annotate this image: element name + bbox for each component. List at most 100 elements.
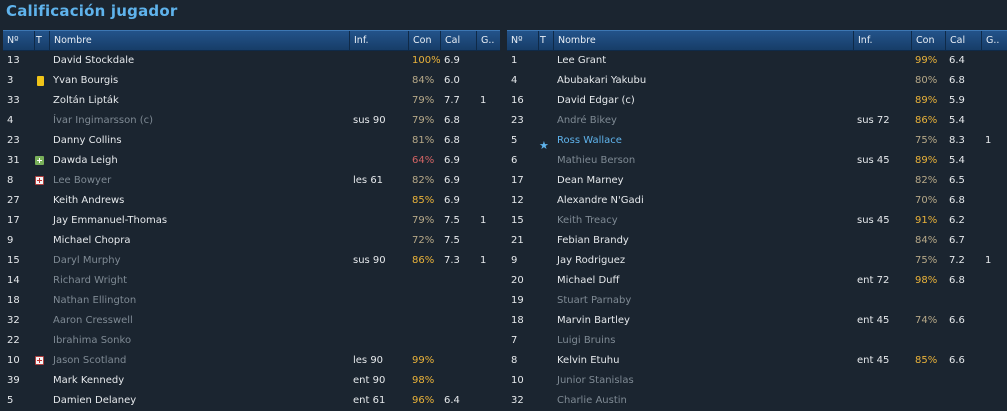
col-header-name[interactable]: Nombre — [553, 31, 853, 50]
player-name[interactable]: Mathieu Berson — [557, 155, 636, 166]
col-header-number[interactable]: Nº — [511, 35, 523, 46]
table-row[interactable]: 10 Jason Scotland les 90 99% — [3, 351, 500, 371]
player-name[interactable]: Damien Delaney — [53, 395, 137, 406]
table-row[interactable]: 1 Lee Grant 99% 6.4 — [507, 51, 1007, 71]
col-header-info[interactable]: Inf. — [349, 31, 408, 50]
table-row[interactable]: 18 Marvin Bartley ent 45 74% 6.6 — [507, 311, 1007, 331]
player-name[interactable]: Keith Treacy — [557, 215, 618, 226]
player-name[interactable]: Abubakari Yakubu — [557, 75, 647, 86]
player-info — [853, 131, 911, 151]
table-row[interactable]: 23 Danny Collins 81% 6.8 — [3, 131, 500, 151]
table-row[interactable]: 5 ★ Ross Wallace 75% 8.3 1 — [507, 131, 1007, 151]
player-status — [538, 231, 553, 251]
player-name[interactable]: André Bikey — [557, 115, 617, 126]
player-name[interactable]: David Stockdale — [53, 55, 135, 66]
table-row[interactable]: 7 Luigi Bruins — [507, 331, 1007, 351]
player-rating: 6.9 — [444, 55, 460, 66]
table-row[interactable]: 18 Nathan Ellington — [3, 291, 500, 311]
table-row[interactable]: 27 Keith Andrews 85% 6.9 — [3, 191, 500, 211]
table-row[interactable]: 33 Zoltán Lipták 79% 7.7 1 — [3, 91, 500, 111]
player-name[interactable]: Nathan Ellington — [53, 295, 137, 306]
player-number: 8 — [511, 355, 518, 366]
player-rating: 7.7 — [444, 95, 460, 106]
table-row[interactable]: 10 Junior Stanislas — [507, 371, 1007, 391]
table-row[interactable]: 20 Michael Duff ent 72 98% 6.8 — [507, 271, 1007, 291]
player-name[interactable]: David Edgar (c) — [557, 95, 635, 106]
player-name[interactable]: Jay Emmanuel-Thomas — [53, 215, 168, 226]
table-row[interactable]: 4 Ívar Ingimarsson (c) sus 90 79% 6.8 — [3, 111, 500, 131]
player-name[interactable]: Michael Chopra — [53, 235, 131, 246]
player-number: 18 — [511, 315, 524, 326]
table-row[interactable]: 15 Daryl Murphy sus 90 86% 7.3 1 — [3, 251, 500, 271]
player-name[interactable]: Lee Grant — [557, 55, 607, 66]
player-name[interactable]: Luigi Bruins — [557, 335, 616, 346]
player-name[interactable]: Yvan Bourgis — [53, 75, 119, 86]
player-name[interactable]: Dean Marney — [557, 175, 624, 186]
player-name[interactable]: Ibrahima Sonko — [53, 335, 132, 346]
table-row[interactable]: 17 Jay Emmanuel-Thomas 79% 7.5 1 — [3, 211, 500, 231]
table-row[interactable]: 9 Michael Chopra 72% 7.5 — [3, 231, 500, 251]
table-row[interactable]: 4 Abubakari Yakubu 80% 6.8 — [507, 71, 1007, 91]
table-row[interactable]: 3 Yvan Bourgis 84% 6.0 — [3, 71, 500, 91]
player-name[interactable]: Charlie Austin — [557, 395, 627, 406]
table-row[interactable]: 12 Alexandre N'Gadi 70% 6.8 — [507, 191, 1007, 211]
col-header-condition[interactable]: Con — [408, 31, 440, 50]
table-row[interactable]: 14 Richard Wright — [3, 271, 500, 291]
table-row[interactable]: 22 Ibrahima Sonko — [3, 331, 500, 351]
player-condition: 64% — [412, 155, 435, 166]
player-name[interactable]: Mark Kennedy — [53, 375, 125, 386]
card-yellow-icon — [37, 76, 44, 86]
col-header-type[interactable]: T — [538, 31, 553, 50]
player-name[interactable]: Daryl Murphy — [53, 255, 121, 266]
player-name[interactable]: Lee Bowyer — [53, 175, 112, 186]
table-row[interactable]: 19 Stuart Parnaby — [507, 291, 1007, 311]
table-row[interactable]: 15 Keith Treacy sus 45 91% 6.2 — [507, 211, 1007, 231]
player-name[interactable]: Alexandre N'Gadi — [557, 195, 644, 206]
player-name[interactable]: Ross Wallace — [557, 135, 622, 146]
col-header-rating[interactable]: Cal — [440, 31, 476, 50]
table-row[interactable]: 23 André Bikey sus 72 86% 5.4 — [507, 111, 1007, 131]
player-rating — [945, 391, 981, 411]
player-name[interactable]: Stuart Parnaby — [557, 295, 632, 306]
col-header-rating[interactable]: Cal — [945, 31, 981, 50]
player-name[interactable]: Ívar Ingimarsson (c) — [53, 115, 154, 126]
table-row[interactable]: 21 Febian Brandy 84% 6.7 — [507, 231, 1007, 251]
player-name[interactable]: Michael Duff — [557, 275, 620, 286]
table-row[interactable]: 16 David Edgar (c) 89% 5.9 — [507, 91, 1007, 111]
player-number: 16 — [511, 95, 524, 106]
table-row[interactable]: 39 Mark Kennedy ent 90 98% — [3, 371, 500, 391]
table-row[interactable]: 32 Aaron Cresswell — [3, 311, 500, 331]
player-name[interactable]: Dawda Leigh — [53, 155, 118, 166]
col-header-number[interactable]: Nº — [7, 35, 19, 46]
player-name[interactable]: Jason Scotland — [53, 355, 127, 366]
player-name[interactable]: Richard Wright — [53, 275, 128, 286]
player-info: ent 45 — [857, 315, 890, 326]
table-row[interactable]: 32 Charlie Austin — [507, 391, 1007, 411]
table-row[interactable]: 13 David Stockdale 100% 6.9 — [3, 51, 500, 71]
table-row[interactable]: 9 Jay Rodriguez 75% 7.2 1 — [507, 251, 1007, 271]
player-rating — [945, 331, 981, 351]
player-info: les 61 — [353, 175, 384, 186]
table-row[interactable]: 31 Dawda Leigh 64% 6.9 — [3, 151, 500, 171]
player-name[interactable]: Marvin Bartley — [557, 315, 630, 326]
player-name[interactable]: Febian Brandy — [557, 235, 629, 246]
col-header-name[interactable]: Nombre — [49, 31, 349, 50]
col-header-goals[interactable]: G.. — [981, 31, 1007, 50]
player-name[interactable]: Junior Stanislas — [557, 375, 634, 386]
table-row[interactable]: 8 Lee Bowyer les 61 82% 6.9 — [3, 171, 500, 191]
col-header-info[interactable]: Inf. — [853, 31, 911, 50]
player-name[interactable]: Danny Collins — [53, 135, 122, 146]
col-header-goals[interactable]: G.. — [476, 31, 500, 50]
table-row[interactable]: 8 Kelvin Etuhu ent 45 85% 6.6 — [507, 351, 1007, 371]
table-row[interactable]: 5 Damien Delaney ent 61 96% 6.4 — [3, 391, 500, 411]
table-row[interactable]: 17 Dean Marney 82% 6.5 — [507, 171, 1007, 191]
col-header-type[interactable]: T — [34, 31, 49, 50]
col-header-condition[interactable]: Con — [911, 31, 945, 50]
player-name[interactable]: Jay Rodriguez — [557, 255, 626, 266]
table-row[interactable]: 6 Mathieu Berson sus 45 89% 5.4 — [507, 151, 1007, 171]
player-name[interactable]: Aaron Cresswell — [53, 315, 133, 326]
player-number: 22 — [7, 335, 20, 346]
player-name[interactable]: Keith Andrews — [53, 195, 125, 206]
player-name[interactable]: Zoltán Lipták — [53, 95, 119, 106]
player-name[interactable]: Kelvin Etuhu — [557, 355, 620, 366]
